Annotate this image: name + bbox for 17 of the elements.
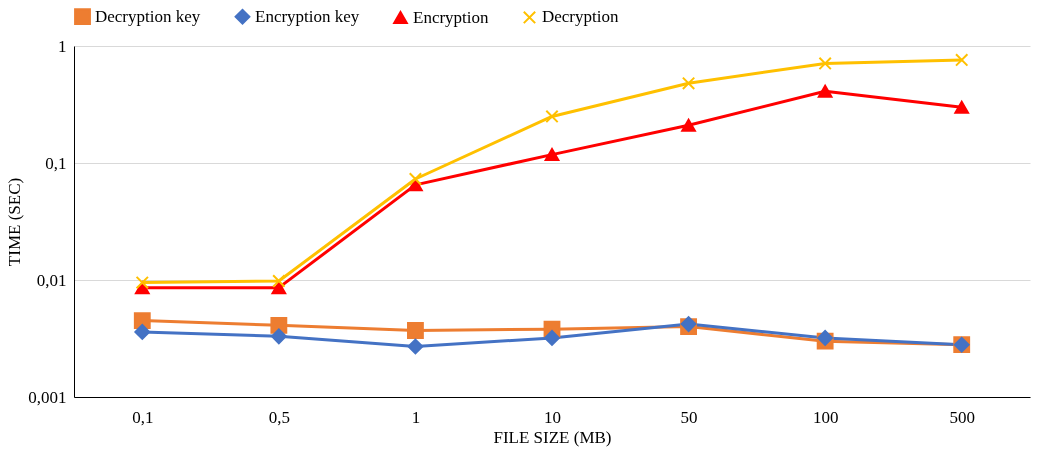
y-axis-title: TIME (SEC): [5, 177, 25, 267]
y-tick-label: 1: [58, 36, 67, 56]
x-tick-label: 50: [680, 407, 698, 427]
x-tick-label: 500: [949, 407, 975, 427]
x-tick-label: 0,1: [132, 407, 154, 427]
y-tick-label: 0,001: [28, 387, 67, 407]
x-axis-title: FILE SIZE (MB): [493, 427, 612, 447]
x-tick-label: 0,5: [268, 407, 290, 427]
y-tick-label: 0,1: [45, 153, 67, 173]
legend-label: Decryption: [542, 7, 619, 27]
legend-label: Encryption: [413, 7, 490, 27]
x-tick-label: 10: [544, 407, 561, 427]
x-tick-label: 100: [812, 407, 839, 427]
x-tick-label: 1: [411, 407, 421, 427]
legend-label: Decryption key: [95, 6, 201, 26]
legend-label: Encryption key: [255, 6, 360, 26]
y-tick-label: 0,01: [36, 270, 67, 290]
